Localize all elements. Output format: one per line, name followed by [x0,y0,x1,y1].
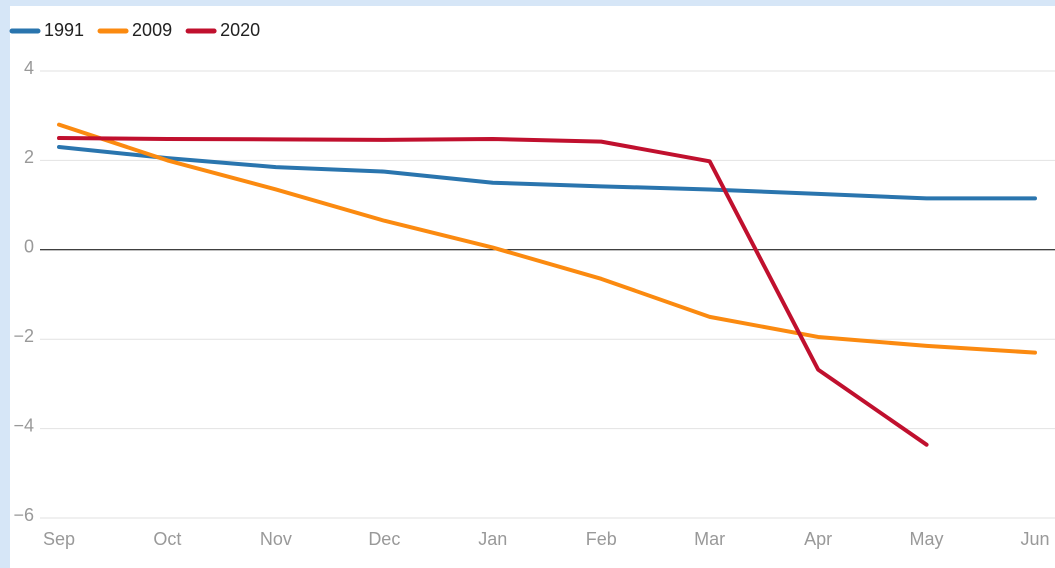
legend-label: 1991 [44,20,84,40]
legend-label: 2020 [220,20,260,40]
series-line [57,136,929,447]
x-tick-label: Mar [694,529,725,549]
series-line [57,144,1037,201]
legend-label: 2009 [132,20,172,40]
y-tick-label: 4 [24,58,34,78]
x-tick-label: Nov [260,529,292,549]
x-tick-label: Oct [153,529,181,549]
series-line [57,122,1037,355]
x-tick-label: Jun [1020,529,1049,549]
x-tick-label: Jan [478,529,507,549]
x-tick-label: Dec [368,529,400,549]
x-tick-label: Sep [43,529,75,549]
x-tick-label: May [910,529,944,549]
y-tick-label: −6 [13,505,34,525]
x-tick-label: Feb [586,529,617,549]
chart-frame [10,6,1055,568]
y-tick-label: 2 [24,147,34,167]
y-tick-label: 0 [24,237,34,257]
x-tick-label: Apr [804,529,832,549]
y-tick-label: −2 [13,326,34,346]
y-tick-label: −4 [13,415,34,435]
